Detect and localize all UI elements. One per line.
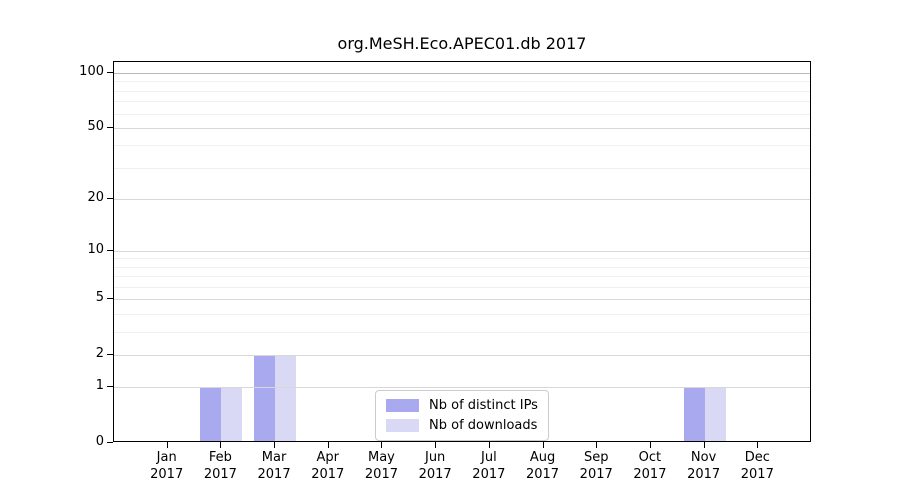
gridline-minor	[114, 113, 810, 115]
x-tick-mark	[649, 442, 651, 448]
legend-item-downloads: Nb of downloads	[386, 418, 538, 433]
gridline-minor	[114, 81, 810, 83]
x-tick-mark	[274, 442, 276, 448]
legend-label-downloads: Nb of downloads	[429, 418, 538, 433]
y-tick-mark	[107, 353, 113, 355]
x-tick-mark	[488, 442, 490, 448]
y-tick-mark	[107, 249, 113, 251]
gridline-minor	[114, 167, 810, 169]
x-tick-mark	[542, 442, 544, 448]
y-tick-label: 1	[95, 378, 104, 394]
x-tick-mark	[596, 442, 598, 448]
legend: Nb of distinct IPs Nb of downloads	[375, 390, 549, 441]
chart-title: org.MeSH.Eco.APEC01.db 2017	[337, 34, 587, 53]
x-tick-mark	[381, 442, 383, 448]
y-tick-label: 100	[79, 64, 104, 80]
gridline-minor	[114, 276, 810, 278]
gridline-minor	[114, 314, 810, 315]
gridline-minor	[114, 287, 810, 289]
y-tick-mark	[107, 386, 113, 388]
x-tick-mark	[703, 442, 705, 448]
x-tick-label: Sep 2017	[579, 450, 613, 482]
x-tick-label: Mar 2017	[257, 450, 291, 482]
legend-swatch-downloads	[386, 419, 419, 432]
bar-downloads	[221, 387, 243, 442]
bar-distinct-ips	[683, 387, 705, 442]
x-tick-label: Feb 2017	[203, 450, 237, 482]
gridline-major	[114, 354, 810, 356]
x-tick-mark	[220, 442, 222, 448]
bar-downloads	[275, 354, 297, 442]
y-tick-mark	[107, 298, 113, 300]
y-tick-mark	[107, 442, 113, 443]
bar-downloads	[704, 387, 726, 442]
legend-label-distinct-ips: Nb of distinct IPs	[429, 398, 538, 413]
plot-area: Nb of distinct IPs Nb of downloads	[113, 61, 811, 442]
x-tick-label: Apr 2017	[311, 450, 345, 482]
gridline-minor	[114, 101, 810, 103]
gridline-minor	[114, 266, 810, 268]
y-tick-mark	[107, 197, 113, 199]
gridline-major	[114, 127, 810, 129]
gridline-major	[114, 387, 810, 389]
gridline-minor	[114, 90, 810, 92]
gridline-major	[114, 299, 810, 301]
y-tick-label: 2	[95, 345, 104, 361]
gridline-major	[114, 198, 810, 200]
gridline-major	[114, 250, 810, 252]
x-tick-label: Jul 2017	[472, 450, 506, 482]
legend-item-distinct-ips: Nb of distinct IPs	[386, 398, 538, 413]
bar-distinct-ips	[254, 354, 276, 442]
gridline-minor	[114, 145, 810, 147]
y-tick-mark	[107, 72, 113, 74]
y-tick-label: 5	[95, 290, 104, 306]
x-tick-label: Jan 2017	[150, 450, 184, 482]
gridline-major	[114, 73, 810, 75]
x-tick-label: May 2017	[364, 450, 398, 482]
x-tick-label: Dec 2017	[740, 450, 774, 482]
x-tick-mark	[757, 442, 759, 448]
y-tick-label: 10	[87, 241, 104, 257]
x-tick-mark	[435, 442, 437, 448]
x-tick-label: Jun 2017	[418, 450, 452, 482]
x-tick-label: Aug 2017	[525, 450, 560, 482]
y-tick-label: 0	[95, 434, 104, 449]
x-tick-mark	[166, 442, 168, 448]
bar-distinct-ips	[200, 387, 222, 442]
gridline-minor	[114, 258, 810, 260]
gridline-minor	[114, 331, 810, 333]
y-tick-mark	[107, 126, 113, 128]
x-tick-mark	[327, 442, 329, 448]
x-tick-label: Oct 2017	[633, 450, 667, 482]
x-tick-label: Nov 2017	[687, 450, 721, 482]
y-tick-label: 50	[87, 118, 104, 134]
legend-swatch-distinct-ips	[386, 399, 419, 412]
y-tick-label: 20	[87, 189, 104, 205]
